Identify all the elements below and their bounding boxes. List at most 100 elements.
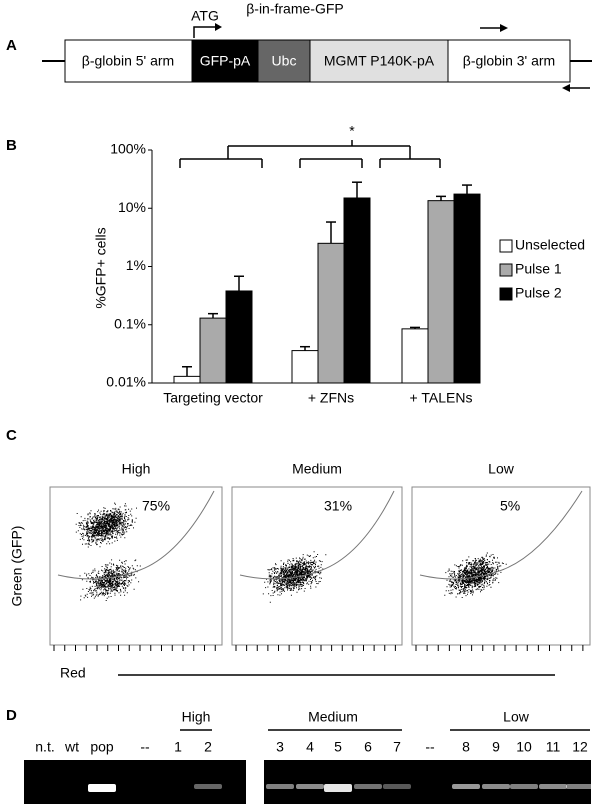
legend-swatch <box>499 239 513 253</box>
events <box>79 559 141 601</box>
segment <box>191 39 259 83</box>
band <box>354 784 382 789</box>
lane-label: -- <box>425 739 435 755</box>
plot-title: Low <box>488 461 515 477</box>
segment-label: β-globin 5' arm <box>82 53 174 69</box>
brackets <box>179 140 441 168</box>
bar <box>453 193 481 384</box>
gel <box>24 760 246 804</box>
panel-c: C Green (GFP) Red High 75% Medium 31% Low 5% <box>6 427 591 681</box>
segment-label: Ubc <box>272 53 297 69</box>
legend-label: Pulse 2 <box>515 285 562 301</box>
panel-letter: B <box>6 137 17 154</box>
lane-label: 8 <box>462 739 470 755</box>
panel-a: A β-in-frame-GFP ATG β-globin 5' arm GFP… <box>6 1 592 92</box>
gate-percent: 5% <box>500 498 520 514</box>
legend-label: Unselected <box>515 237 585 253</box>
segment-label: MGMT P140K-pA <box>324 53 435 69</box>
lane-label: pop <box>90 739 114 755</box>
panel-letter: D <box>6 707 17 724</box>
bar <box>343 197 371 384</box>
legend-swatch <box>499 263 513 277</box>
lane-label: 5 <box>334 739 342 755</box>
y-tick-label: 0.1% <box>114 315 146 331</box>
arrow <box>193 26 215 38</box>
lane-label: n.t. <box>35 739 54 755</box>
segment <box>64 39 193 83</box>
arrow-head <box>215 23 222 31</box>
bar <box>225 290 253 384</box>
y-tick-label: 1% <box>126 257 146 273</box>
gate-line <box>57 490 215 580</box>
lane-label: 4 <box>306 739 314 755</box>
segment-label: β-globin 3' arm <box>463 53 555 69</box>
gate-percent: 75% <box>142 498 170 514</box>
y-axis-label: %GFP+ cells <box>93 227 109 308</box>
segment-label: GFP-pA <box>200 53 251 69</box>
bar <box>199 317 227 384</box>
lane-label: 6 <box>364 739 372 755</box>
bar <box>317 242 345 384</box>
plot-frame <box>49 486 223 646</box>
band <box>194 784 222 789</box>
legend-label: Pulse 1 <box>515 261 562 277</box>
band <box>566 784 594 789</box>
segment <box>447 39 571 83</box>
band <box>383 784 411 789</box>
plot-title: Medium <box>292 461 342 477</box>
lane-label: 9 <box>492 739 500 755</box>
lane-label: 12 <box>572 739 588 755</box>
gate-percent: 31% <box>324 498 352 514</box>
plot-frame <box>231 486 403 646</box>
y-tick-label: 0.01% <box>106 374 146 390</box>
y-axis-label: Green (GFP) <box>9 526 25 607</box>
start-codon: ATG <box>191 8 219 24</box>
band <box>266 784 294 789</box>
lane-label: 11 <box>546 739 561 755</box>
lane-label: 10 <box>516 739 532 755</box>
gate-line <box>239 490 395 580</box>
lane-label: -- <box>140 739 150 755</box>
panel-letter: A <box>6 37 17 54</box>
events <box>444 552 507 598</box>
lane-label: 3 <box>276 739 284 755</box>
x-tick-label: + TALENs <box>410 390 473 406</box>
gel <box>264 760 591 804</box>
legend-swatch <box>499 287 513 301</box>
x-tick-label: + ZFNs <box>308 390 354 406</box>
y-tick-label: 10% <box>118 199 146 215</box>
band <box>510 784 538 789</box>
group-label: Medium <box>308 709 358 725</box>
primers <box>480 27 590 89</box>
lane-label: wt <box>64 739 79 755</box>
band <box>296 784 324 789</box>
panel-letter: C <box>6 427 17 444</box>
lane-label: 1 <box>174 739 182 755</box>
construct-name: β-in-frame-GFP <box>246 1 344 17</box>
x-tick-label: Targeting vector <box>163 390 263 406</box>
band <box>324 784 352 792</box>
significance: * <box>349 123 355 139</box>
gate-line <box>419 490 583 580</box>
x-axis-label: Red <box>60 665 86 681</box>
plot-title: High <box>122 461 151 477</box>
bar <box>173 375 201 384</box>
lane-label: 2 <box>204 739 212 755</box>
panel-b: B * %GFP+ cells 0.01% 0.1% 1% 10% 100% Target… <box>6 123 585 406</box>
group-label: Low <box>503 709 530 725</box>
segment <box>309 39 449 83</box>
group-label: High <box>182 709 211 725</box>
band <box>539 784 567 789</box>
band <box>482 784 510 789</box>
lane-label: 7 <box>393 739 401 755</box>
bar <box>401 328 429 384</box>
segment <box>257 39 311 83</box>
bar <box>291 350 319 384</box>
band <box>88 784 116 792</box>
events <box>75 502 137 548</box>
y-tick-label: 100% <box>110 141 146 157</box>
bar <box>427 200 455 384</box>
band <box>452 784 480 789</box>
